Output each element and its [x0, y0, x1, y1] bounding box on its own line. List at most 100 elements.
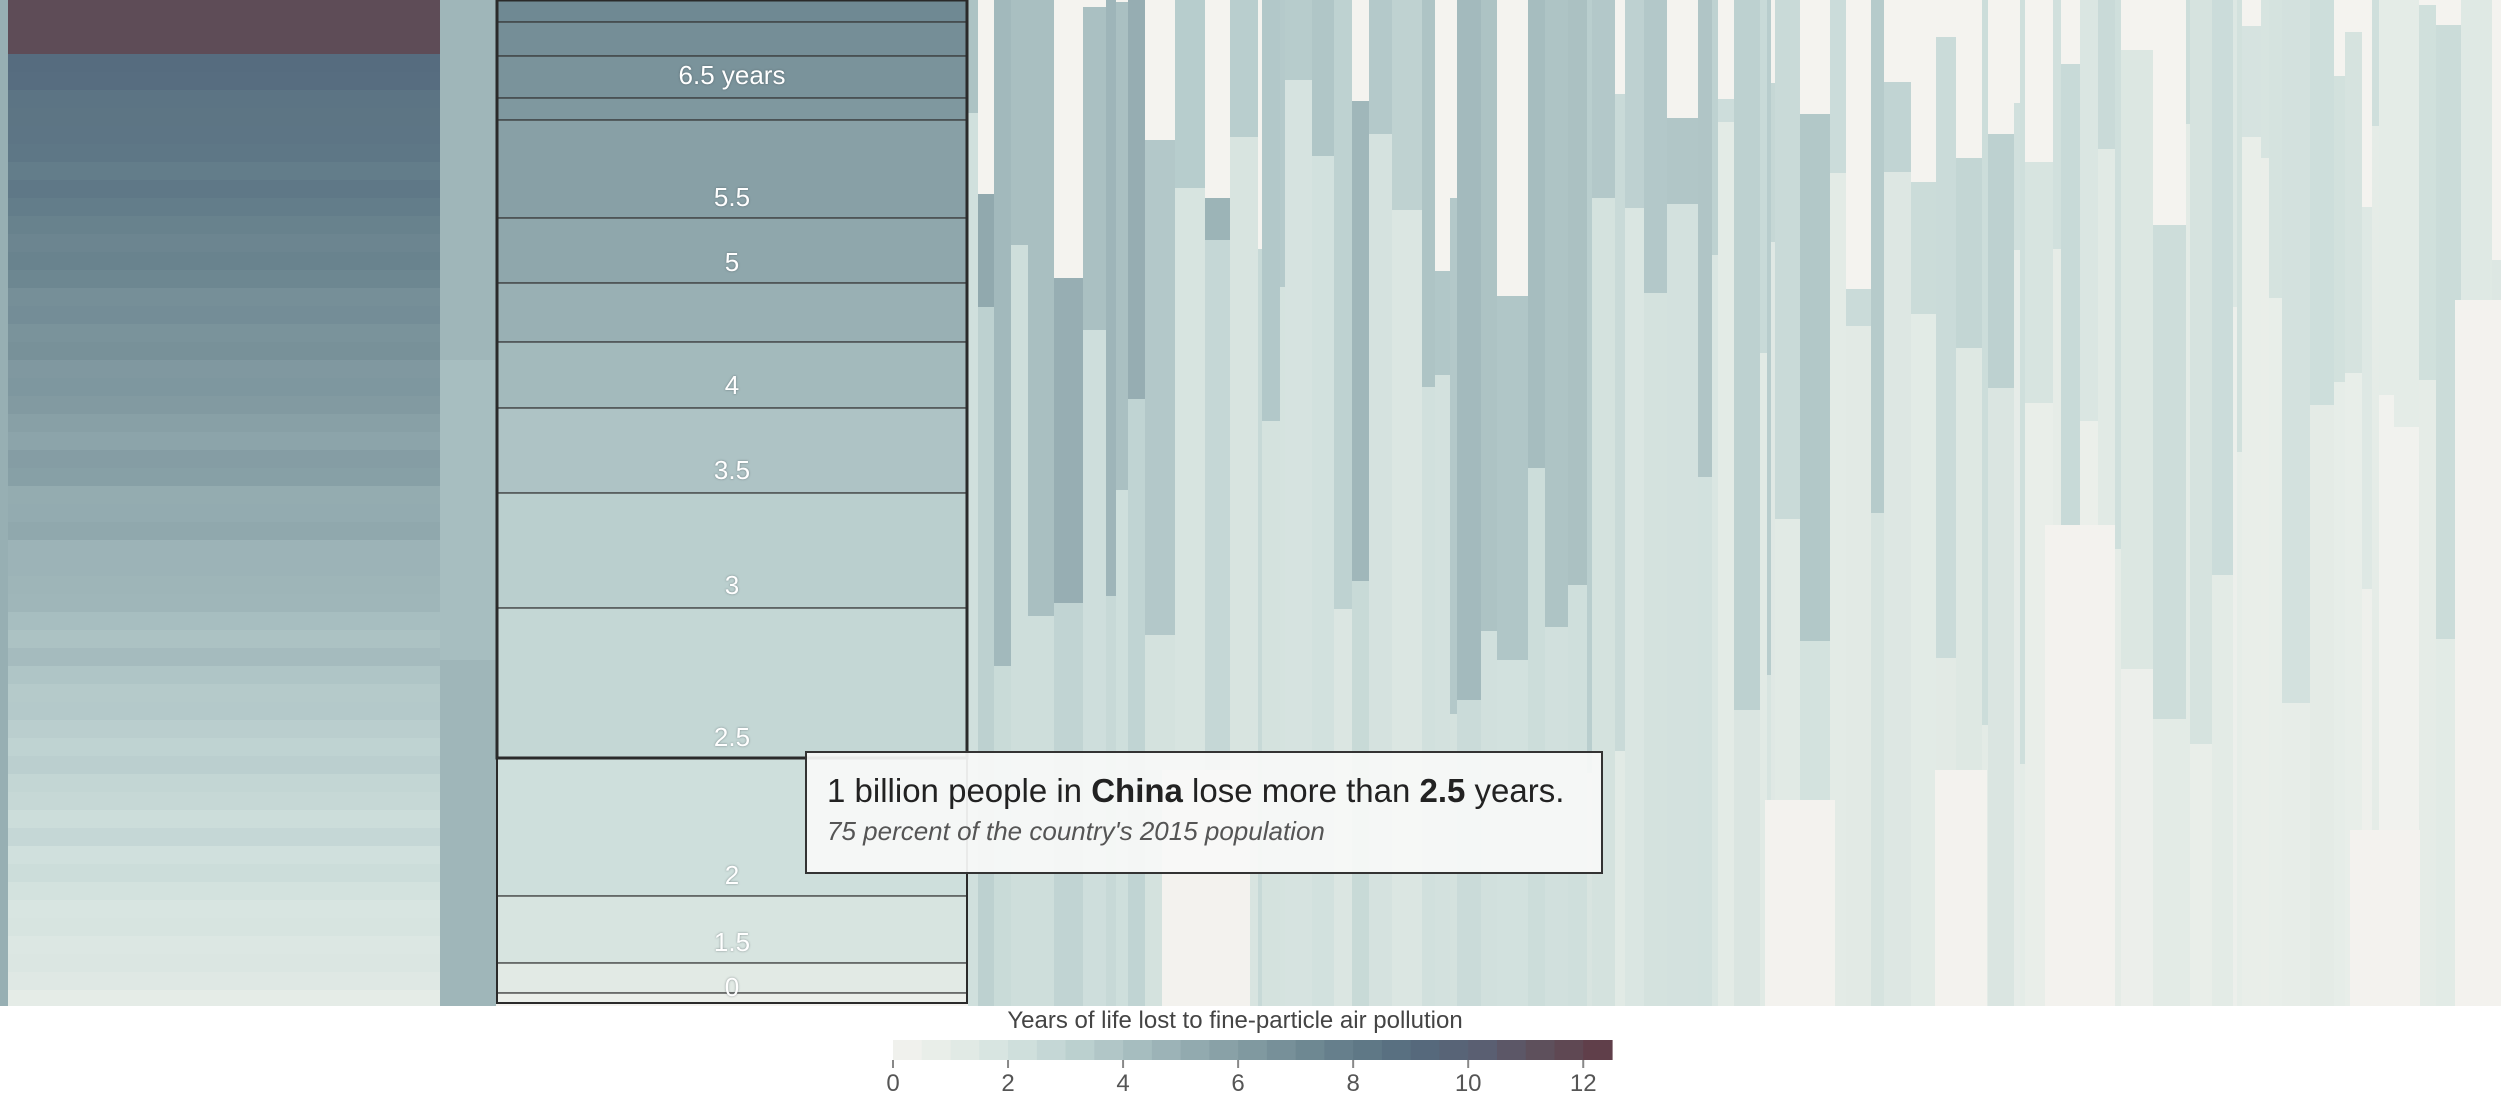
- region-strip: [1615, 751, 1625, 1006]
- region-strip: [1128, 0, 1145, 399]
- region-strip: [1935, 770, 1987, 1006]
- column-tick-label: 6.5 years: [678, 60, 786, 90]
- region-strip: [1988, 388, 2014, 1006]
- region-strip: [2080, 0, 2098, 421]
- region-strip: [2310, 0, 2334, 405]
- legend-swatch: [1180, 1040, 1210, 1060]
- region-band: [0, 954, 440, 973]
- region-strip: [2345, 32, 2362, 373]
- region-strip: [1435, 271, 1450, 375]
- column-tick-label: 3: [724, 570, 740, 600]
- legend-tick-label: 6: [1231, 1070, 1245, 1097]
- region-strip: [1028, 0, 1054, 616]
- legend-swatch: [1525, 1040, 1556, 1060]
- region-strip: [1528, 0, 1545, 468]
- legend-tick-label: 12: [1569, 1070, 1597, 1097]
- region-band: [0, 432, 440, 451]
- region-strip: [2461, 0, 2492, 350]
- tooltip-count: 1 billion: [827, 772, 939, 809]
- tooltip-years: 2.5: [1419, 772, 1466, 809]
- region-strip: [1667, 204, 1698, 1006]
- region-strip: [1625, 0, 1644, 208]
- china-band: [496, 21, 968, 57]
- region-strip: [2261, 0, 2269, 158]
- china-band: [496, 895, 968, 964]
- column-tick-label: 5: [724, 247, 740, 277]
- region-band: [0, 468, 440, 487]
- region-strip: [2242, 26, 2261, 137]
- region-strip: [1011, 245, 1028, 1006]
- region-strip: [1644, 0, 1667, 293]
- region-band: [0, 576, 440, 595]
- region-strip: [1116, 2, 1128, 490]
- region-band: [0, 144, 440, 163]
- region-strip: [2061, 64, 2080, 542]
- column-tick-label: 1.5: [713, 927, 751, 957]
- region-strip: [1592, 198, 1615, 1006]
- column-tick-label: 3.5: [713, 455, 751, 485]
- region-strip: [1312, 156, 1334, 1006]
- region-strip: [2269, 0, 2282, 298]
- region-strip: [994, 0, 1011, 666]
- region-band: [0, 486, 440, 505]
- region-band: [0, 180, 440, 199]
- region-strip: [1760, 0, 1767, 353]
- region-strip: [1767, 0, 1771, 675]
- region-strip: [2153, 225, 2186, 719]
- region-strip: [2190, 0, 2212, 744]
- legend-swatch: [1266, 1040, 1297, 1060]
- region-band: [0, 504, 440, 523]
- region-strip: [1457, 0, 1481, 700]
- region-strip: [2186, 124, 2190, 1006]
- legend-swatch: [1094, 1040, 1124, 1060]
- region-strip: [2212, 0, 2233, 575]
- legend-swatch: [979, 1040, 1009, 1060]
- region-strip: [1481, 0, 1497, 631]
- region-strip: [1587, 773, 1592, 1006]
- legend-swatch: [1381, 1040, 1412, 1060]
- region-strip: [1422, 387, 1435, 1006]
- chart-area: 6.5 years 5.5 5 4 3.5 3 2.5 2 1.5 0 1 billion peo…: [0, 0, 2501, 1006]
- region-strip: [2014, 103, 2020, 250]
- region-band: [0, 108, 440, 127]
- region-strip: [1712, 0, 1718, 255]
- china-band: [496, 407, 968, 494]
- region-strip: [1280, 0, 1285, 287]
- region-strip: [2455, 300, 2501, 1006]
- region-band: [0, 54, 440, 73]
- region-strip: [2310, 405, 2334, 1006]
- tooltip-text-3: years.: [1465, 772, 1565, 809]
- region-strip: [1698, 477, 1712, 1006]
- region-band: [0, 0, 440, 19]
- legend-swatch: [950, 1040, 980, 1060]
- region-strip: [2053, 0, 2061, 249]
- region-strip: [1392, 0, 1422, 210]
- region-band: [0, 288, 440, 307]
- region-strip: [1083, 7, 1106, 330]
- region-strip: [2233, 0, 2237, 307]
- region-strip: [1765, 800, 1835, 1006]
- china-band: [496, 217, 968, 284]
- legend-swatch: [1036, 1040, 1067, 1060]
- region-strip: [2334, 76, 2345, 382]
- region-band: [0, 648, 440, 667]
- region-strip: [2372, 0, 2379, 126]
- region-strip: [2020, 764, 2025, 1006]
- region-strip: [440, 360, 496, 660]
- region-strip: [1982, 0, 1988, 725]
- region-strip: [1956, 158, 1982, 348]
- region-strip: [1846, 289, 1871, 326]
- region-band: [0, 882, 440, 901]
- legend-swatch: [1554, 1040, 1584, 1060]
- region-band: [0, 720, 440, 739]
- region-strip: [2153, 719, 2186, 1006]
- region-strip: [1285, 0, 1312, 80]
- legend-swatch: [1008, 1040, 1038, 1060]
- region-strip: [2419, 380, 2436, 1006]
- column-tick-label: 4: [724, 370, 740, 400]
- region-strip: [1258, 249, 1262, 1006]
- region-strip: [1830, 0, 1846, 173]
- region-strip: [1128, 399, 1145, 1006]
- region-band: [0, 378, 440, 397]
- region-strip: [2419, 5, 2436, 380]
